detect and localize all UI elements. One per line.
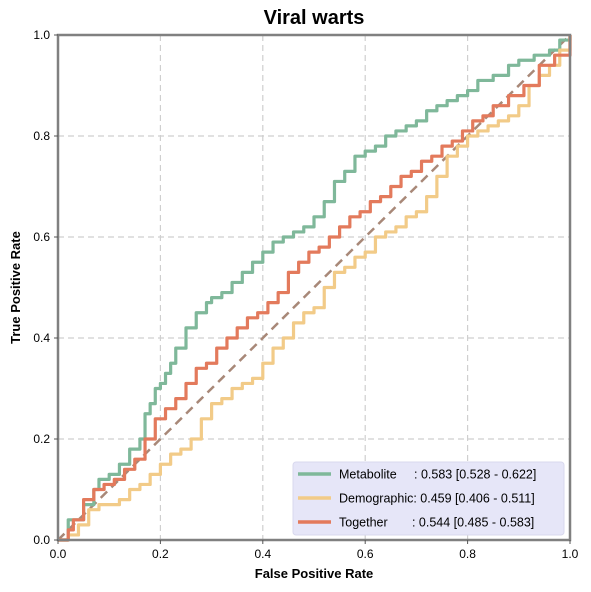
legend-label-metabolite: Metabolite : 0.583 [0.528 - 0.622] — [339, 468, 536, 482]
y-tick-label: 1.0 — [33, 28, 50, 42]
x-axis-title: False Positive Rate — [255, 566, 374, 581]
y-axis-title: True Positive Rate — [8, 231, 23, 344]
legend: Metabolite : 0.583 [0.528 - 0.622] Demogr… — [292, 461, 565, 536]
series-layer — [58, 35, 572, 542]
y-tick-label: 0.4 — [33, 331, 50, 345]
legend-box — [292, 461, 565, 536]
chart-title: Viral warts — [264, 7, 365, 29]
y-tick-label: 0.0 — [33, 533, 50, 547]
y-tick-label: 0.8 — [33, 129, 50, 143]
y-tick-label: 0.6 — [33, 230, 50, 244]
x-tick-label: 0.4 — [254, 547, 271, 561]
series-line-metabolite — [58, 35, 572, 542]
y-tick-label: 0.2 — [33, 432, 50, 446]
x-tick-label: 0.2 — [152, 547, 169, 561]
legend-label-together: Together : 0.544 [0.485 - 0.583] — [339, 516, 534, 530]
legend-label-demographic: Demographic: 0.459 [0.406 - 0.511] — [339, 492, 535, 506]
x-tick-label: 1.0 — [562, 547, 579, 561]
x-tick-label: 0.8 — [459, 547, 476, 561]
x-tick-label: 0.6 — [357, 547, 374, 561]
series-line-demographic — [58, 35, 572, 542]
series-line-together — [58, 35, 572, 542]
x-tick-label: 0.0 — [50, 547, 67, 561]
plot-frame — [56, 33, 572, 542]
tick-layer: 0.0 0.2 0.4 0.6 0.8 1.0 0.0 0.2 0.4 0.6 0.8 1.0 — [33, 28, 578, 561]
